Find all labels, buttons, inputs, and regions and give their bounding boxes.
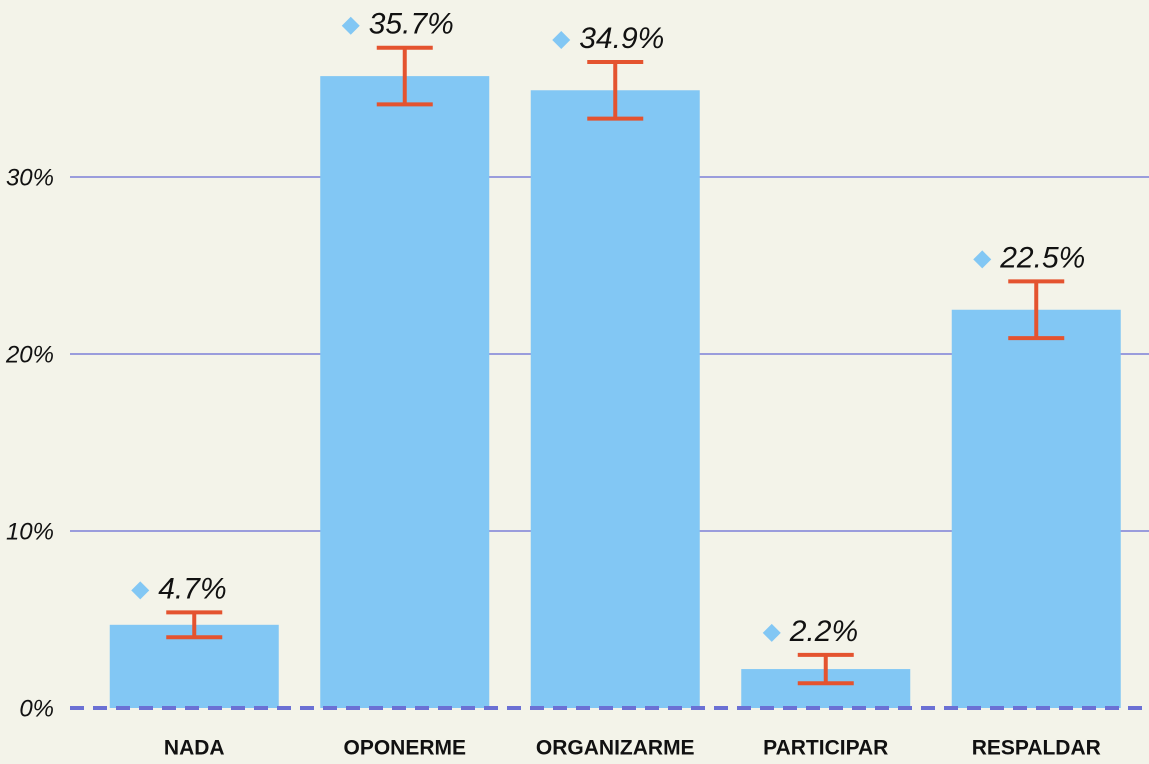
error-bar	[166, 610, 223, 640]
bar	[951, 309, 1121, 708]
y-tick-label: 20%	[5, 341, 54, 368]
label-marker	[341, 16, 360, 35]
label-marker	[131, 581, 150, 600]
error-bar	[587, 59, 644, 121]
x-tick-label: NADA	[164, 737, 225, 760]
label-marker	[762, 623, 781, 642]
error-bar	[376, 45, 433, 107]
y-tick-label: 10%	[6, 518, 54, 545]
error-bar	[797, 652, 854, 686]
bar	[530, 90, 700, 708]
x-tick-label: OPONERME	[343, 737, 466, 760]
label-marker	[552, 30, 571, 49]
error-bar	[1008, 279, 1065, 341]
value-label: 22.5%	[999, 241, 1085, 274]
y-tick-label: 0%	[19, 695, 54, 722]
x-tick-label: PARTICIPAR	[763, 737, 888, 760]
x-tick-label: RESPALDAR	[972, 737, 1101, 760]
bar	[320, 76, 490, 709]
value-label: 34.9%	[579, 22, 664, 55]
x-tick-label: ORGANIZARME	[536, 737, 695, 760]
value-label: 35.7%	[369, 8, 454, 41]
value-label: 2.2%	[789, 615, 858, 648]
label-marker	[973, 250, 992, 269]
value-label: 4.7%	[158, 572, 226, 605]
y-tick-label: 30%	[6, 164, 54, 191]
